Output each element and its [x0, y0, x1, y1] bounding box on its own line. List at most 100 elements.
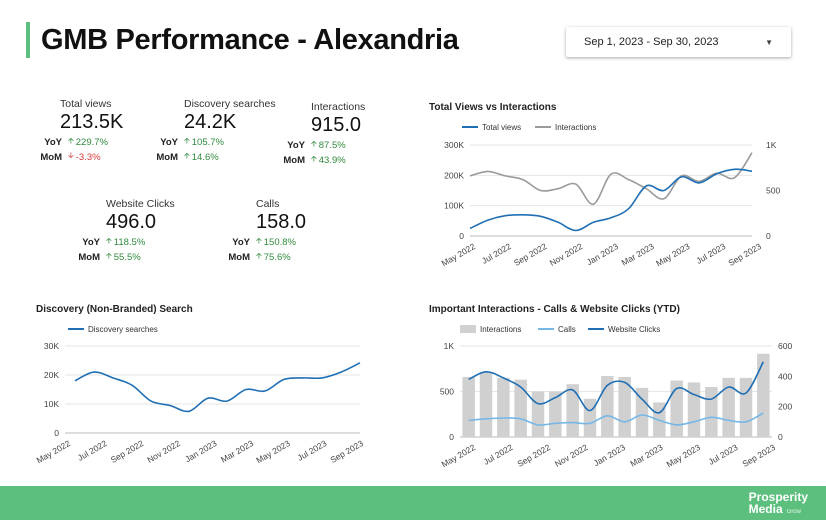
x-tick-label: Sep 2023 — [740, 442, 777, 469]
bar-interactions — [705, 386, 718, 437]
date-range-value: Sep 1, 2023 - Sep 30, 2023 — [584, 36, 719, 48]
bar-interactions — [479, 372, 493, 437]
arrow-up-icon: 🡩 — [311, 139, 317, 148]
kpi-value: 213.5K — [60, 111, 124, 133]
mom-value: 55.5% — [113, 251, 141, 263]
x-tick-label: Jan 2023 — [585, 241, 621, 267]
x-tick-label: Sep 2022 — [515, 442, 552, 469]
arrow-up-icon: 🡩 — [106, 236, 112, 245]
kpi-value: 158.0 — [256, 211, 307, 233]
x-tick-label: Mar 2023 — [628, 442, 664, 469]
kpi-total-views: Total views 213.5K YoY 🡩 229.7% MoM 🡫 -3… — [34, 98, 123, 164]
mom-value: -3.3% — [75, 151, 101, 163]
date-range-picker[interactable]: Sep 1, 2023 - Sep 30, 2023 ▼ — [566, 27, 791, 57]
arrow-up-icon: 🡩 — [256, 236, 262, 245]
arrow-up-icon: 🡩 — [311, 154, 317, 163]
page-title: GMB Performance - Alexandria — [41, 24, 459, 56]
mom-label: MoM — [40, 151, 62, 163]
series-line-interactions — [469, 152, 753, 205]
arrow-up-icon: 🡩 — [184, 136, 190, 145]
bar-interactions — [635, 387, 649, 437]
arrow-up-icon: 🡩 — [68, 136, 74, 145]
title-accent-bar — [26, 22, 30, 58]
y-tick-label: 10K — [44, 399, 59, 409]
kpi-label: Interactions — [311, 101, 366, 113]
series-line-website-clicks — [468, 361, 765, 414]
x-tick-label: Sep 2023 — [328, 438, 365, 465]
x-tick-label: May 2022 — [440, 241, 478, 268]
yoy-label: YoY — [232, 236, 250, 248]
x-tick-label: Jan 2023 — [592, 442, 628, 468]
kpi-label: Discovery searches — [184, 98, 276, 110]
bar-interactions — [583, 398, 597, 437]
kpi-yoy-row: YoY 🡩 118.5% — [72, 235, 175, 249]
x-tick-label: Mar 2023 — [219, 438, 255, 465]
arrow-down-icon: 🡫 — [68, 151, 74, 160]
kpi-mom-row: MoM 🡩 43.9% — [277, 153, 365, 167]
kpi-yoy-row: YoY 🡩 229.7% — [34, 135, 123, 149]
legend-label: Interactions — [555, 123, 596, 132]
bar-interactions — [497, 377, 510, 437]
kpi-label: Website Clicks — [106, 198, 175, 210]
kpi-label: Total views — [60, 98, 112, 110]
chart-important-interactions: 0 500 1K 0 200 400 600 May 2022 Jul 2022 Sep 2022… — [440, 325, 792, 469]
x-tick-label: Sep 2022 — [109, 438, 146, 465]
legend-swatch — [460, 325, 476, 333]
x-tick-label: May 2023 — [665, 442, 703, 469]
y-right-tick-label: 500 — [766, 186, 780, 196]
y-right-tick-label: 1K — [766, 140, 777, 150]
series-line-calls — [468, 412, 764, 426]
mom-label: MoM — [156, 151, 178, 163]
bar-interactions — [722, 377, 735, 437]
kpi-mom-row: MoM 🡩 75.6% — [222, 250, 306, 264]
kpi-website-clicks: Website Clicks 496.0 YoY 🡩 118.5% MoM 🡩 … — [72, 198, 175, 264]
kpi-mom-row: MoM 🡩 55.5% — [72, 250, 175, 264]
y-tick-label: 500 — [440, 387, 454, 397]
bar-interactions — [566, 384, 579, 437]
x-tick-label: Nov 2022 — [548, 241, 585, 268]
kpi-yoy-row: YoY 🡩 105.7% — [150, 135, 276, 149]
kpi-yoy-row: YoY 🡩 87.5% — [277, 138, 365, 152]
kpi-value: 24.2K — [184, 111, 237, 133]
chart-title-important-interactions: Important Interactions - Calls & Website… — [429, 304, 680, 315]
bar-interactions — [462, 376, 475, 437]
yoy-label: YoY — [44, 136, 62, 148]
chart-discovery-search: 0 10K 20K 30K May 2022 Jul 2022 Sep 2022 Nov 20… — [35, 325, 366, 465]
y-tick-label: 0 — [54, 428, 59, 438]
x-tick-label: May 2023 — [254, 438, 292, 465]
y-tick-label: 300K — [444, 140, 464, 150]
kpi-label: Calls — [256, 198, 280, 210]
x-tick-label: Sep 2023 — [726, 241, 763, 268]
legend-label: Total views — [482, 123, 521, 132]
y-tick-label: 100K — [444, 201, 464, 211]
x-tick-label: Jul 2022 — [76, 438, 109, 463]
bar-interactions — [687, 382, 701, 437]
bar-interactions — [601, 376, 614, 437]
mom-label: MoM — [283, 154, 305, 166]
mom-value: 75.6% — [263, 251, 291, 263]
x-tick-label: Sep 2022 — [512, 241, 549, 268]
y-tick-label: 0 — [459, 231, 464, 241]
x-tick-label: Jan 2023 — [183, 438, 219, 464]
x-tick-label: Jul 2022 — [480, 241, 513, 266]
y-tick-label: 200K — [444, 170, 464, 180]
x-tick-label: May 2022 — [440, 442, 478, 469]
x-tick-label: Nov 2022 — [553, 442, 590, 469]
series-line-discovery-searches — [74, 362, 361, 413]
mom-label: MoM — [78, 251, 100, 263]
bar-interactions — [549, 391, 562, 437]
arrow-up-icon: 🡩 — [256, 251, 262, 260]
kpi-calls: Calls 158.0 YoY 🡩 150.8% MoM 🡩 75.6% — [222, 198, 306, 264]
kpi-value: 496.0 — [106, 211, 157, 233]
chevron-down-icon: ▼ — [765, 38, 773, 47]
x-tick-label: Jul 2022 — [482, 442, 515, 467]
x-tick-label: Jul 2023 — [707, 442, 740, 467]
series-line-total-views — [469, 168, 753, 232]
mom-label: MoM — [228, 251, 250, 263]
mom-value: 14.6% — [191, 151, 219, 163]
bar-interactions — [514, 379, 527, 437]
y-right-tick-label: 0 — [778, 432, 783, 442]
y-right-tick-label: 600 — [778, 341, 792, 351]
yoy-label: YoY — [160, 136, 178, 148]
